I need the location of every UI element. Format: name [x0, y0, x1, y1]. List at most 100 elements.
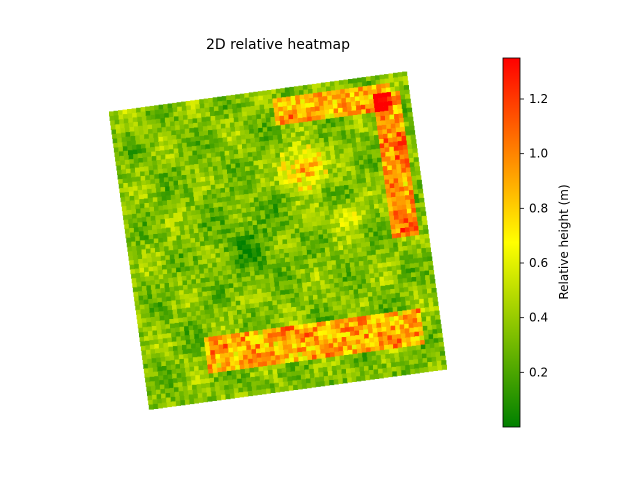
- heatmap-cell: [308, 157, 314, 163]
- heatmap-cell: [159, 210, 165, 216]
- heatmap-cell: [300, 131, 306, 137]
- heatmap-cell: [184, 395, 190, 401]
- heatmap-cell: [123, 187, 129, 193]
- heatmap-cell: [232, 172, 238, 178]
- heatmap-cell: [165, 356, 171, 362]
- heatmap-cell: [193, 398, 199, 404]
- heatmap-cell: [247, 248, 253, 254]
- heatmap-cell: [152, 367, 158, 373]
- heatmap-cell: [255, 275, 261, 281]
- heatmap-cell: [308, 194, 314, 200]
- heatmap-cell: [373, 364, 379, 370]
- heatmap-cell: [161, 292, 167, 298]
- heatmap-cell: [252, 119, 258, 125]
- heatmap-cell: [271, 93, 277, 99]
- heatmap-cell: [208, 102, 214, 108]
- heatmap-cell: [239, 125, 245, 131]
- heatmap-cell: [379, 244, 385, 250]
- heatmap-cell: [261, 256, 267, 262]
- heatmap-cell: [390, 188, 396, 194]
- heatmap-cell: [377, 295, 383, 301]
- heatmap-cell: [202, 158, 208, 164]
- heatmap-cell: [366, 149, 372, 155]
- heatmap-cell: [148, 230, 154, 236]
- heatmap-cell: [182, 243, 188, 249]
- heatmap-cell: [362, 357, 368, 363]
- heatmap-cell: [405, 332, 411, 338]
- heatmap-cell: [208, 166, 214, 172]
- heatmap-cell: [249, 234, 255, 240]
- heatmap-cell: [326, 187, 332, 193]
- heatmap-cell: [360, 104, 366, 110]
- heatmap-cell: [263, 269, 269, 275]
- heatmap-cell: [185, 165, 191, 171]
- heatmap-cell: [163, 172, 169, 178]
- heatmap-cell: [341, 130, 347, 136]
- heatmap-cell: [202, 259, 208, 265]
- heatmap-cell: [204, 139, 210, 145]
- heatmap-cell: [422, 220, 428, 226]
- heatmap-cell: [300, 370, 306, 376]
- heatmap-cell: [344, 185, 350, 191]
- heatmap-cell: [237, 383, 243, 389]
- heatmap-cell: [241, 341, 247, 347]
- heatmap-cell: [194, 200, 200, 206]
- heatmap-cell: [195, 338, 201, 344]
- heatmap-cell: [261, 283, 267, 289]
- heatmap-cell: [387, 271, 393, 277]
- heatmap-cell: [192, 384, 198, 390]
- heatmap-cell: [261, 288, 267, 294]
- heatmap-cell: [130, 232, 136, 238]
- heatmap-cell: [242, 313, 248, 319]
- heatmap-cell: [339, 286, 345, 292]
- heatmap-cell: [223, 210, 229, 216]
- heatmap-cell: [162, 163, 168, 169]
- heatmap-cell: [293, 283, 299, 289]
- heatmap-cell: [264, 274, 270, 280]
- heatmap-cell: [150, 110, 156, 116]
- heatmap-cell: [289, 289, 295, 295]
- heatmap-cell: [331, 94, 337, 100]
- heatmap-cell: [246, 313, 252, 319]
- heatmap-cell: [377, 93, 383, 99]
- heatmap-cell: [329, 315, 335, 321]
- heatmap-cell: [229, 389, 235, 395]
- heatmap-cell: [295, 269, 301, 275]
- heatmap-cell: [204, 204, 210, 210]
- heatmap-cell: [226, 302, 232, 308]
- heatmap-cell: [321, 289, 327, 295]
- heatmap-cell: [419, 303, 425, 309]
- heatmap-cell: [192, 150, 198, 156]
- heatmap-cell: [224, 146, 230, 152]
- heatmap-cell: [336, 163, 342, 169]
- heatmap-cell: [149, 239, 155, 245]
- heatmap-cell: [277, 267, 283, 273]
- heatmap-cell: [237, 245, 243, 251]
- heatmap-cell: [391, 330, 397, 336]
- heatmap-cell: [260, 315, 266, 321]
- heatmap-cell: [239, 295, 245, 301]
- heatmap-cell: [189, 261, 195, 267]
- heatmap-cell: [333, 273, 339, 279]
- heatmap-cell: [425, 348, 431, 354]
- heatmap-cell: [322, 298, 328, 304]
- heatmap-cell: [211, 391, 217, 397]
- heatmap-cell: [186, 110, 192, 116]
- heatmap-cell: [184, 229, 190, 235]
- heatmap-cell: [144, 166, 150, 172]
- heatmap-cell: [363, 122, 369, 128]
- heatmap-cell: [400, 264, 406, 270]
- heatmap-cell: [407, 144, 413, 150]
- heatmap-cell: [387, 202, 393, 208]
- heatmap-cell: [249, 133, 255, 139]
- heatmap-cell: [331, 127, 337, 133]
- heatmap-cell: [128, 219, 134, 225]
- heatmap-cell: [149, 271, 155, 277]
- heatmap-cell: [258, 297, 264, 303]
- heatmap-cell: [257, 261, 263, 267]
- heatmap-cell: [238, 116, 244, 122]
- heatmap-cell: [339, 318, 345, 324]
- heatmap-cell: [312, 322, 318, 328]
- heatmap-cell: [194, 164, 200, 170]
- heatmap-cell: [415, 207, 421, 213]
